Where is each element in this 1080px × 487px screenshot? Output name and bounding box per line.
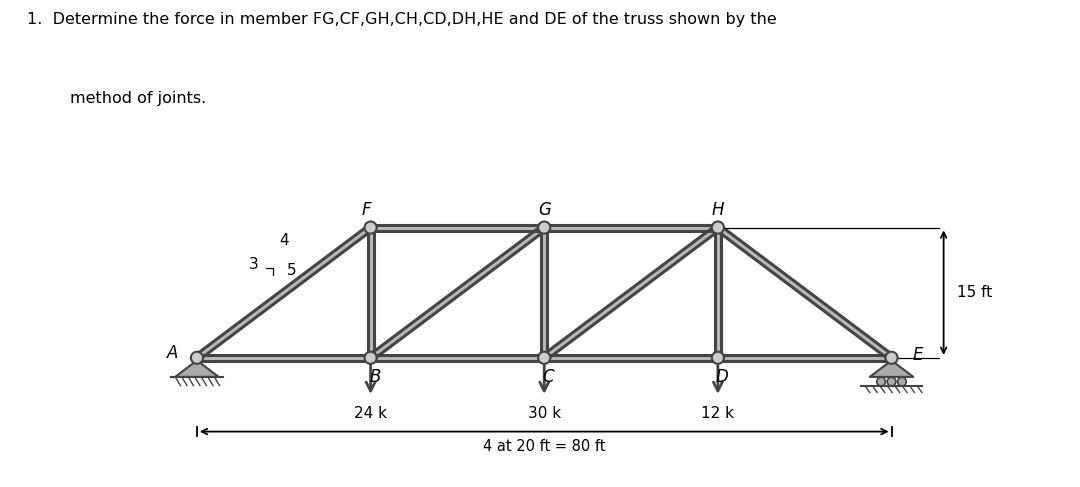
Polygon shape	[544, 355, 718, 361]
Text: D: D	[716, 368, 729, 386]
Polygon shape	[175, 360, 218, 377]
Polygon shape	[716, 225, 893, 360]
Text: F: F	[362, 201, 372, 219]
Text: E: E	[913, 346, 922, 364]
Text: H: H	[712, 201, 724, 219]
Circle shape	[712, 352, 724, 364]
Text: 5: 5	[287, 263, 297, 279]
Circle shape	[191, 352, 203, 364]
Circle shape	[538, 352, 551, 364]
Text: 4: 4	[280, 233, 289, 248]
Text: 30 k: 30 k	[528, 406, 561, 421]
Text: method of joints.: method of joints.	[70, 91, 206, 106]
Text: 12 k: 12 k	[701, 406, 734, 421]
Text: C: C	[543, 368, 554, 386]
Circle shape	[538, 222, 551, 234]
Text: 1.  Determine the force in member FG,CF,GH,CH,CD,DH,HE and DE of the truss shown: 1. Determine the force in member FG,CF,G…	[27, 12, 777, 27]
Text: B: B	[369, 368, 380, 386]
Circle shape	[886, 352, 897, 364]
Circle shape	[365, 352, 377, 364]
Polygon shape	[197, 355, 370, 361]
Polygon shape	[195, 225, 373, 360]
Text: 15 ft: 15 ft	[957, 285, 991, 300]
Polygon shape	[370, 355, 544, 361]
Circle shape	[877, 377, 886, 386]
Text: G: G	[538, 201, 551, 219]
Polygon shape	[715, 227, 721, 358]
Polygon shape	[542, 225, 719, 360]
Circle shape	[712, 222, 724, 234]
Text: 24 k: 24 k	[354, 406, 387, 421]
Polygon shape	[370, 225, 544, 231]
Circle shape	[897, 377, 906, 386]
Text: 4 at 20 ft = 80 ft: 4 at 20 ft = 80 ft	[483, 438, 606, 453]
Circle shape	[365, 222, 377, 234]
Text: A: A	[167, 344, 178, 362]
Circle shape	[887, 377, 896, 386]
Polygon shape	[718, 355, 891, 361]
Text: 3: 3	[248, 257, 258, 272]
Polygon shape	[869, 360, 914, 377]
Polygon shape	[541, 227, 548, 358]
Polygon shape	[367, 227, 374, 358]
Polygon shape	[544, 225, 718, 231]
Polygon shape	[368, 225, 546, 360]
